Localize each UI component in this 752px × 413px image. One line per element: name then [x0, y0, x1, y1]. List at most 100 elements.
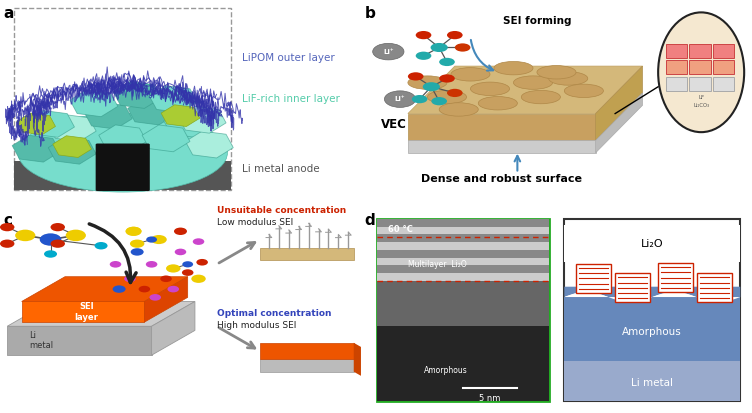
Polygon shape [22, 301, 144, 322]
Ellipse shape [471, 82, 510, 95]
Text: d: d [365, 213, 375, 228]
Bar [377, 242, 549, 250]
Circle shape [182, 261, 193, 268]
Circle shape [416, 31, 432, 39]
Text: High modulus SEI: High modulus SEI [217, 321, 296, 330]
Text: Li
metal: Li metal [29, 331, 53, 350]
Circle shape [160, 275, 171, 282]
Polygon shape [260, 248, 353, 260]
Polygon shape [260, 343, 353, 359]
Text: LF: LF [698, 95, 704, 100]
Circle shape [408, 72, 423, 81]
Polygon shape [408, 140, 596, 153]
Polygon shape [596, 66, 642, 140]
Bar [377, 265, 549, 273]
Polygon shape [408, 114, 596, 140]
Text: VEC: VEC [381, 118, 406, 131]
Ellipse shape [439, 103, 478, 116]
Bar [666, 44, 687, 58]
Text: Li⁺: Li⁺ [383, 49, 393, 55]
Circle shape [182, 269, 193, 276]
Bar [690, 77, 711, 91]
Circle shape [65, 230, 86, 241]
Bar [377, 281, 549, 326]
Bar [377, 234, 549, 242]
Bar [377, 219, 549, 401]
Circle shape [447, 89, 462, 97]
Text: LiF-rich inner layer: LiF-rich inner layer [242, 94, 340, 104]
Bar [14, 161, 231, 190]
Circle shape [174, 228, 187, 235]
Circle shape [432, 97, 447, 105]
Polygon shape [596, 93, 642, 153]
Circle shape [151, 235, 167, 244]
Text: Li₂O: Li₂O [641, 239, 663, 249]
Text: Li₂CO₃: Li₂CO₃ [693, 103, 709, 108]
Circle shape [138, 286, 150, 292]
Circle shape [50, 223, 65, 231]
Bar [713, 77, 735, 91]
Text: SEI forming: SEI forming [502, 16, 572, 26]
Bar [377, 258, 549, 265]
Text: Low modulus SEI: Low modulus SEI [217, 218, 293, 227]
Bar [658, 263, 693, 292]
Circle shape [0, 240, 14, 248]
Polygon shape [353, 343, 361, 376]
Bar [713, 60, 735, 74]
Polygon shape [408, 66, 642, 114]
Bar [576, 263, 611, 292]
Circle shape [150, 294, 161, 301]
Text: 5 nm: 5 nm [479, 394, 501, 404]
Circle shape [95, 242, 108, 249]
FancyArrowPatch shape [89, 224, 136, 282]
Circle shape [439, 58, 455, 66]
Bar [690, 60, 711, 74]
Ellipse shape [521, 90, 560, 104]
Circle shape [146, 261, 157, 268]
Circle shape [168, 286, 179, 292]
Bar [666, 77, 687, 91]
Text: a: a [4, 6, 14, 21]
Text: Li⁺: Li⁺ [395, 96, 405, 102]
Circle shape [439, 74, 455, 83]
Text: 60 °C: 60 °C [388, 225, 413, 234]
Ellipse shape [549, 72, 588, 85]
FancyBboxPatch shape [96, 143, 150, 191]
Bar [690, 44, 711, 58]
Circle shape [113, 285, 126, 293]
Circle shape [130, 240, 144, 248]
Ellipse shape [514, 76, 553, 89]
Circle shape [196, 259, 208, 266]
Bar [564, 219, 740, 401]
Bar [377, 227, 549, 234]
Text: b: b [365, 6, 376, 21]
Polygon shape [260, 359, 353, 372]
Circle shape [131, 248, 144, 256]
Circle shape [44, 250, 57, 258]
Bar [377, 250, 549, 258]
Circle shape [166, 264, 180, 273]
Circle shape [15, 230, 35, 241]
Bar [377, 326, 549, 401]
Circle shape [191, 275, 206, 283]
Circle shape [110, 261, 121, 268]
Bar [564, 225, 740, 262]
Ellipse shape [478, 97, 517, 110]
Circle shape [146, 236, 157, 243]
Bar [713, 44, 735, 58]
Text: SEI
layer: SEI layer [74, 302, 99, 321]
Text: Optimal concentration: Optimal concentration [217, 309, 331, 318]
Ellipse shape [427, 90, 466, 104]
Polygon shape [152, 301, 195, 355]
Ellipse shape [408, 76, 447, 89]
Ellipse shape [451, 68, 490, 81]
Polygon shape [8, 326, 152, 355]
Circle shape [126, 227, 141, 236]
Ellipse shape [18, 114, 227, 192]
Circle shape [174, 249, 186, 255]
Bar [564, 361, 740, 401]
Polygon shape [144, 277, 188, 322]
Circle shape [423, 82, 440, 91]
Ellipse shape [494, 62, 533, 75]
Circle shape [0, 223, 14, 231]
